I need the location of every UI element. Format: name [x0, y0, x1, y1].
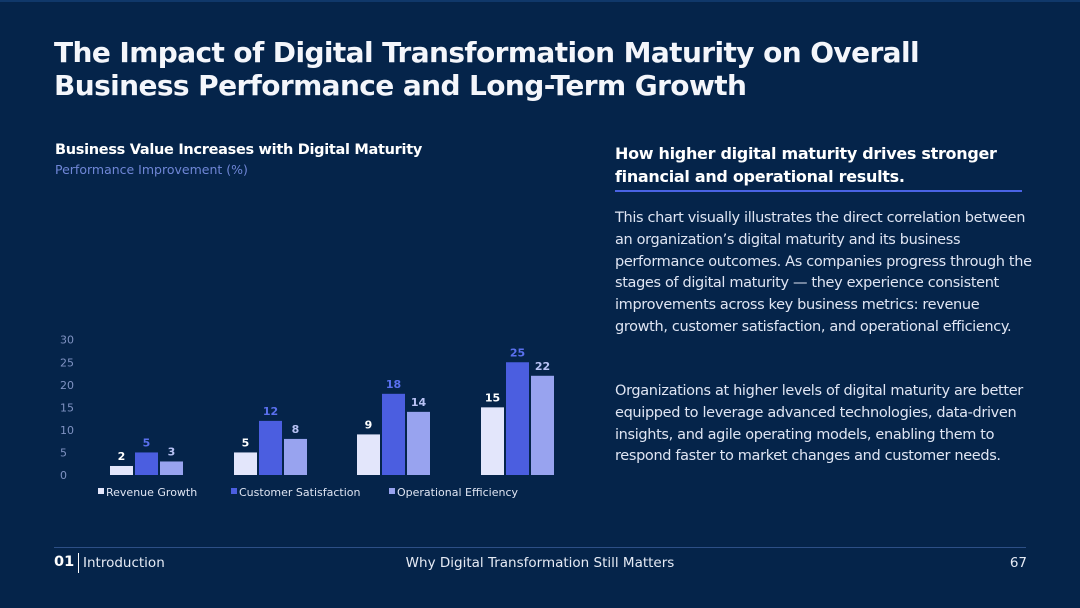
- legend-swatch: [389, 488, 395, 494]
- top-divider: [0, 0, 1080, 2]
- y-tick-label: 0: [60, 469, 67, 482]
- data-label: 9: [365, 418, 373, 431]
- data-label: 14: [411, 396, 427, 409]
- footer-separator: [78, 553, 79, 573]
- data-label: 2: [118, 450, 126, 463]
- y-tick-label: 20: [60, 379, 74, 392]
- y-tick-label: 10: [60, 424, 74, 437]
- bar-customer-satisfaction: [259, 420, 282, 475]
- y-tick-label: 15: [60, 401, 74, 414]
- bar-revenue-growth: [481, 407, 504, 475]
- bar-operational-efficiency: [531, 375, 554, 475]
- data-label: 3: [168, 445, 176, 458]
- bar-customer-satisfaction: [506, 362, 529, 475]
- data-label: 22: [535, 360, 550, 373]
- bar-operational-efficiency: [284, 438, 307, 475]
- legend-label: Revenue Growth: [106, 486, 197, 499]
- bar-operational-efficiency: [160, 461, 183, 475]
- bar-customer-satisfaction: [135, 452, 158, 475]
- y-tick-label: 5: [60, 446, 67, 459]
- data-label: 5: [242, 436, 250, 449]
- data-label: 5: [143, 436, 151, 449]
- y-tick-label: 30: [60, 334, 74, 347]
- footer-deck-title: Why Digital Transformation Still Matters: [405, 555, 675, 571]
- data-label: 8: [292, 423, 300, 436]
- slide-title: The Impact of Digital Transformation Mat…: [54, 36, 920, 102]
- legend-swatch: [98, 488, 104, 494]
- legend-label: Customer Satisfaction: [239, 486, 361, 499]
- page-number: 67: [1009, 555, 1027, 571]
- footer-section-number: 01: [54, 554, 75, 570]
- footer-divider: [54, 547, 1026, 548]
- footer-section-name: Introduction: [83, 555, 165, 571]
- chart-title: Business Value Increases with Digital Ma…: [55, 142, 422, 158]
- insight-paragraph-1: This chart visually illustrates the dire…: [615, 210, 1032, 335]
- y-tick-label: 25: [60, 356, 74, 369]
- data-label: 18: [386, 378, 401, 391]
- bar-revenue-growth: [110, 465, 133, 475]
- bar-customer-satisfaction: [382, 393, 405, 475]
- heading-underline: [615, 190, 1022, 192]
- insight-heading: How higher digital maturity drives stron…: [615, 144, 997, 186]
- data-label: 25: [510, 346, 525, 359]
- data-label: 12: [263, 405, 278, 418]
- chart-y-axis-label: Performance Improvement (%): [55, 162, 248, 177]
- data-label: 15: [485, 391, 500, 404]
- legend-swatch: [231, 488, 237, 494]
- insight-paragraph-2: Organizations at higher levels of digita…: [615, 383, 1023, 465]
- bar-operational-efficiency: [407, 411, 430, 475]
- legend-label: Operational Efficiency: [397, 486, 519, 499]
- bar-revenue-growth: [234, 452, 257, 475]
- bar-revenue-growth: [357, 434, 380, 475]
